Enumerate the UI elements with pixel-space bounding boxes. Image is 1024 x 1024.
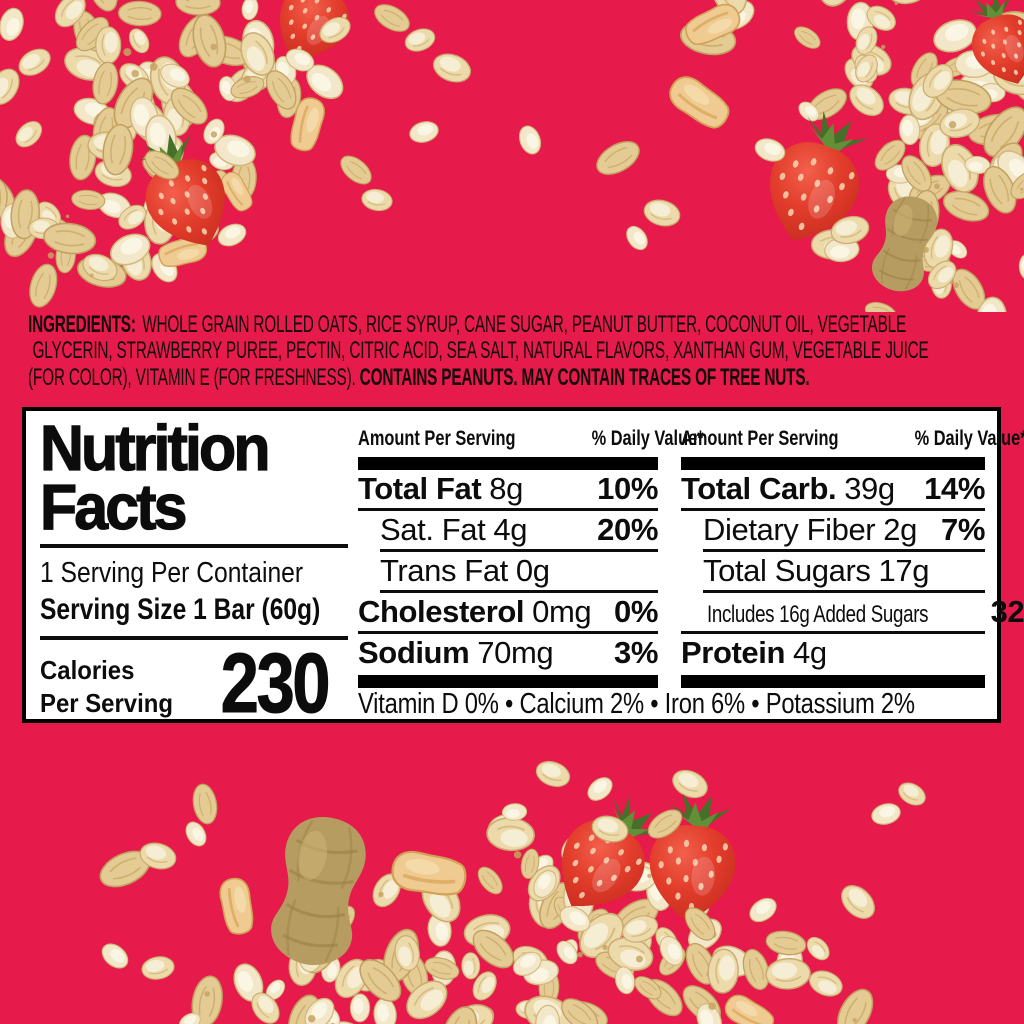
nutrient-row-total-carb: Total Carb. 39g 14% [681,471,985,506]
thick-bar [681,675,985,688]
nutrient-row-dietary-fiber: Dietary Fiber 2g 7% [703,512,985,547]
nutrition-facts-panel: Nutrition Facts 1 Serving Per Container … [22,407,1024,730]
column-header: Amount Per Serving % Daily Value* [681,425,1024,451]
divider [380,549,658,552]
nutrition-facts-middle-column: Amount Per Serving % Daily Value* Total … [358,425,703,688]
daily-value: 3% [613,635,658,670]
peanut-shell-image-bottom [264,809,374,974]
divider [358,508,658,511]
column-header: Amount Per Serving % Daily Value* [358,425,703,451]
nutrient-row-trans-fat: Trans Fat 0g [380,553,550,588]
ingredients-statement: INGREDIENTS: WHOLE GRAIN ROLLED OATS, RIC… [28,311,1024,391]
daily-value-header: % Daily Value* [914,427,1024,450]
vitamins-footer: Vitamin D 0% • Calcium 2% • Iron 6% • Po… [358,688,915,720]
thick-bar [681,457,985,470]
divider [703,590,985,593]
nutrient-row-total-fat: Total Fat 8g 10% [358,471,658,506]
serving-size: Serving Size 1 Bar (60g) [40,592,321,626]
divider [40,635,348,640]
title-line-1: Nutrition [39,412,271,484]
ingredients-line-1: INGREDIENTS: WHOLE GRAIN ROLLED OATS, RIC… [28,311,907,338]
daily-value: 20% [597,512,658,547]
ingredients-line-2: GLYCERIN, STRAWBERRY PUREE, PECTIN, CITR… [32,337,929,365]
divider [380,590,658,593]
nutrition-facts-title: Nutrition Facts [39,415,333,539]
nutrition-facts-right-column: Amount Per Serving % Daily Value* Total … [681,425,1024,688]
daily-value-header: % Daily Value* [591,427,704,450]
servings-per-container: 1 Serving Per Container [40,556,304,589]
granola-photo-top [0,0,1024,312]
nutrition-facts-left-column: Nutrition Facts 1 Serving Per Container … [39,415,348,730]
calories-label: Calories Per Serving [40,655,173,718]
thick-bar [358,457,658,470]
calories-value: 230 [220,635,331,730]
divider [681,631,985,634]
daily-value: 7% [940,512,985,547]
ingredients-line-3: (FOR COLOR), VITAMIN E (FOR FRESHNESS). … [28,363,810,391]
divider [681,508,985,511]
ingredients-label: INGREDIENTS: [28,311,136,338]
divider [358,631,658,634]
divider [703,549,985,552]
daily-value: 0% [613,594,658,629]
title-line-2: Facts [39,470,188,543]
daily-value: 14% [924,471,985,506]
nutrient-row-sodium: Sodium 70mg 3% [358,635,658,670]
divider [40,543,348,548]
amount-per-serving-header: Amount Per Serving [681,427,839,450]
daily-value: 32% [990,594,1024,629]
nutrient-row-sat-fat: Sat. Fat 4g 20% [380,512,658,547]
nutrient-row-protein: Protein 4g [681,635,827,670]
nutrient-row-cholesterol: Cholesterol 0mg 0% [358,594,658,629]
allergen-warning: CONTAINS PEANUTS. MAY CONTAIN TRACES OF … [359,363,810,391]
calories-row: Calories Per Serving 230 [40,635,348,730]
amount-per-serving-header: Amount Per Serving [358,427,516,450]
nutrient-row-added-sugars: Includes 16g Added Sugars 32% [681,593,1024,631]
nutrient-row-total-sugars: Total Sugars 17g [703,553,930,588]
granola-photo-bottom [94,756,930,1024]
thick-bar [358,675,658,688]
daily-value: 10% [597,471,658,506]
